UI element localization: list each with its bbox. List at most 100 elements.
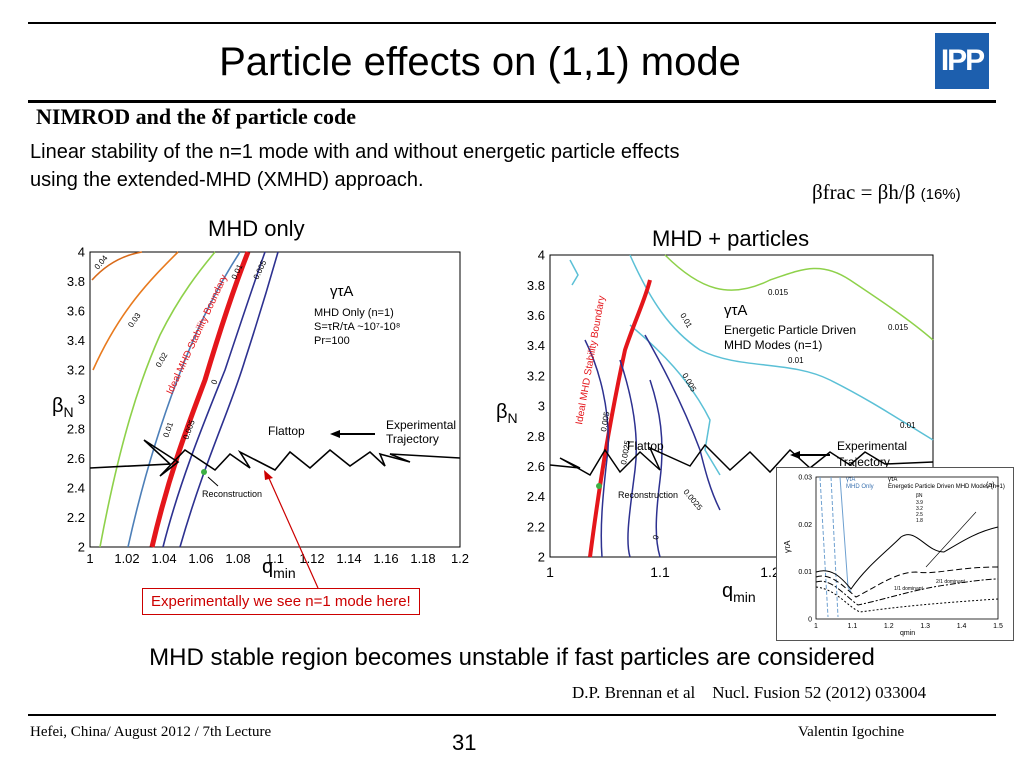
right-experimental-trajectory (549, 443, 934, 477)
experimental-arrowhead (330, 430, 340, 438)
inset-x-tick-1: 1.1 (848, 623, 858, 630)
right-legend-line-2: MHD Modes (n=1) (724, 338, 822, 352)
left-x-tick-8: 1.16 (373, 551, 398, 566)
reference-author: D.P. Brennan et al (572, 683, 696, 702)
inset-x-tick-3: 1.3 (920, 623, 930, 630)
left-legend-line-2: S=τR/τA ~10⁷-10⁸ (314, 321, 400, 333)
inset-x-tick-0: 1 (814, 623, 818, 630)
inset-beta-3.9: 3.9 (916, 500, 923, 506)
inset-y-tick-2: 0.02 (798, 522, 812, 529)
right-contour-label-9: 0 (651, 534, 661, 540)
ideal-mhd-boundary (149, 251, 251, 548)
slide-title: Particle effects on (1,1) mode (219, 40, 741, 84)
right-plot-label: MHD + particles (652, 226, 810, 251)
contour-0.01 (127, 251, 241, 548)
right-contour-plot: 1 1.1 1.2 2 2.2 2.4 2.6 2.8 3 3.2 3.4 3.6 3.8 4 βN q… (496, 248, 934, 605)
right-contour-label-2: 0.01 (788, 356, 804, 365)
left-y-axis-label: βN (52, 395, 74, 420)
annotation-arrow-line (267, 475, 319, 589)
description-line-2: using the extended-MHD (XMHD) approach. (30, 169, 424, 191)
right-contour-0 (649, 379, 663, 558)
inset-curve-3.2 (815, 566, 999, 598)
right-y-axis-label: βN (496, 401, 518, 426)
right-y-tick-0: 2 (538, 550, 545, 565)
right-x-tick-1: 1.1 (650, 564, 670, 580)
left-x-tick-7: 1.14 (336, 551, 361, 566)
inset-curve-1.8 (815, 586, 999, 613)
left-plot-label: MHD only (208, 216, 305, 241)
left-y-tick-1: 2.2 (67, 510, 85, 525)
inset-mhd-line-2 (830, 476, 839, 618)
right-experimental-label: Experimental (837, 439, 907, 453)
formula-text: βfrac = βh/β (812, 180, 916, 204)
left-y-tick-7: 3.4 (67, 333, 85, 348)
left-contour-label-5: 0 (209, 378, 219, 386)
inset-curve-2.5 (815, 578, 999, 606)
right-y-tick-4: 2.8 (527, 429, 545, 444)
contour-0.02 (99, 251, 216, 548)
top-rule (28, 22, 996, 24)
experimental-annotation: Experimentally we see n=1 mode here! (142, 588, 420, 615)
right-y-tick-5: 3 (538, 399, 545, 414)
inset-y-ticks: 0 0.01 0.02 0.03 (798, 474, 812, 623)
right-contour-label-0: 0.015 (768, 288, 789, 297)
title-rule (28, 100, 996, 103)
right-contour-label-1: 0.015 (888, 323, 909, 332)
right-y-tick-7: 3.4 (527, 338, 545, 353)
right-reconstruction-point (596, 483, 602, 489)
contour-0.005 (162, 251, 266, 548)
inset-x-label: qmin (900, 630, 915, 637)
right-x-tick-0: 1 (546, 564, 554, 580)
right-flattop-label: Flattop (627, 439, 664, 453)
left-x-tick-1: 1.02 (114, 551, 139, 566)
right-contour-label-3: 0.01 (900, 421, 916, 430)
inset-note-2-1: 2/1 dominant (936, 579, 966, 585)
inset-x-tick-5: 1.5 (993, 623, 1003, 630)
left-y-tick-8: 3.6 (67, 304, 85, 319)
left-x-tick-4: 1.08 (225, 551, 250, 566)
left-trajectory-label: Trajectory (386, 432, 439, 446)
inset-title: Energetic Particle Driven MHD Modes (n=1… (888, 484, 1005, 490)
inset-beta-1.8: 1.8 (916, 518, 923, 524)
left-x-tick-2: 1.04 (151, 551, 176, 566)
left-legend-line-3: Pr=100 (314, 335, 350, 347)
right-y-tick-9: 3.8 (527, 278, 545, 293)
left-legend-gamma: γτA (330, 283, 353, 300)
right-experimental-arrowhead (790, 451, 800, 459)
inset-growth-rate-plot: 1 1.1 1.2 1.3 1.4 1.5 0 0.01 0.02 0.03 (a) Energ… (776, 467, 1014, 641)
right-x-tick-2: 1.2 (760, 564, 780, 580)
left-x-ticks: 1 1.02 1.04 1.06 1.08 1.1 1.12 1.14 1.16 1.18 1.2 (86, 551, 469, 566)
annotation-arrowhead (264, 470, 273, 480)
right-y-tick-8: 3.6 (527, 308, 545, 323)
inset-mhd-line-1 (819, 476, 829, 618)
reconstruction-pointer (207, 476, 219, 487)
left-y-tick-4: 2.8 (67, 422, 85, 437)
right-contour-0.01 (629, 254, 934, 441)
contour-0 (179, 251, 279, 548)
inset-y-tick-0: 0 (808, 616, 812, 623)
inset-panel-label: (a) (986, 482, 995, 489)
inset-mhd-line-3 (839, 476, 852, 593)
left-x-axis-label: qmin (262, 556, 296, 581)
formula-note: (16%) (920, 186, 961, 203)
right-legend-gamma: γτA (724, 302, 747, 319)
inset-y-tick-1: 0.01 (798, 569, 812, 576)
footer-left: Hefei, China/ August 2012 / 7th Lecture (30, 724, 272, 740)
page-number: 31 (452, 730, 477, 755)
right-x-ticks: 1 1.1 1.2 (546, 564, 780, 580)
contour-0.03 (92, 251, 179, 371)
right-y-tick-3: 2.6 (527, 459, 545, 474)
left-flattop-label: Flattop (268, 424, 305, 438)
left-reconstruction-label: Reconstruction (202, 489, 262, 499)
description: Linear stability of the n=1 mode with an… (30, 138, 880, 194)
right-y-tick-6: 3.2 (527, 368, 545, 383)
left-y-tick-3: 2.6 (67, 451, 85, 466)
right-trajectory-label: Trajectory (837, 455, 890, 469)
left-x-tick-6: 1.12 (299, 551, 324, 566)
left-contour-plot: 1 1.02 1.04 1.06 1.08 1.1 1.12 1.14 1.16 1.18 1.2 … (52, 245, 469, 581)
left-x-tick-9: 1.18 (410, 551, 435, 566)
right-reconstruction-label: Reconstruction (618, 490, 678, 500)
left-y-tick-5: 3 (78, 392, 85, 407)
beta-fraction-formula: βfrac = βh/β (16%) (812, 180, 961, 205)
inset-x-tick-4: 1.4 (957, 623, 967, 630)
